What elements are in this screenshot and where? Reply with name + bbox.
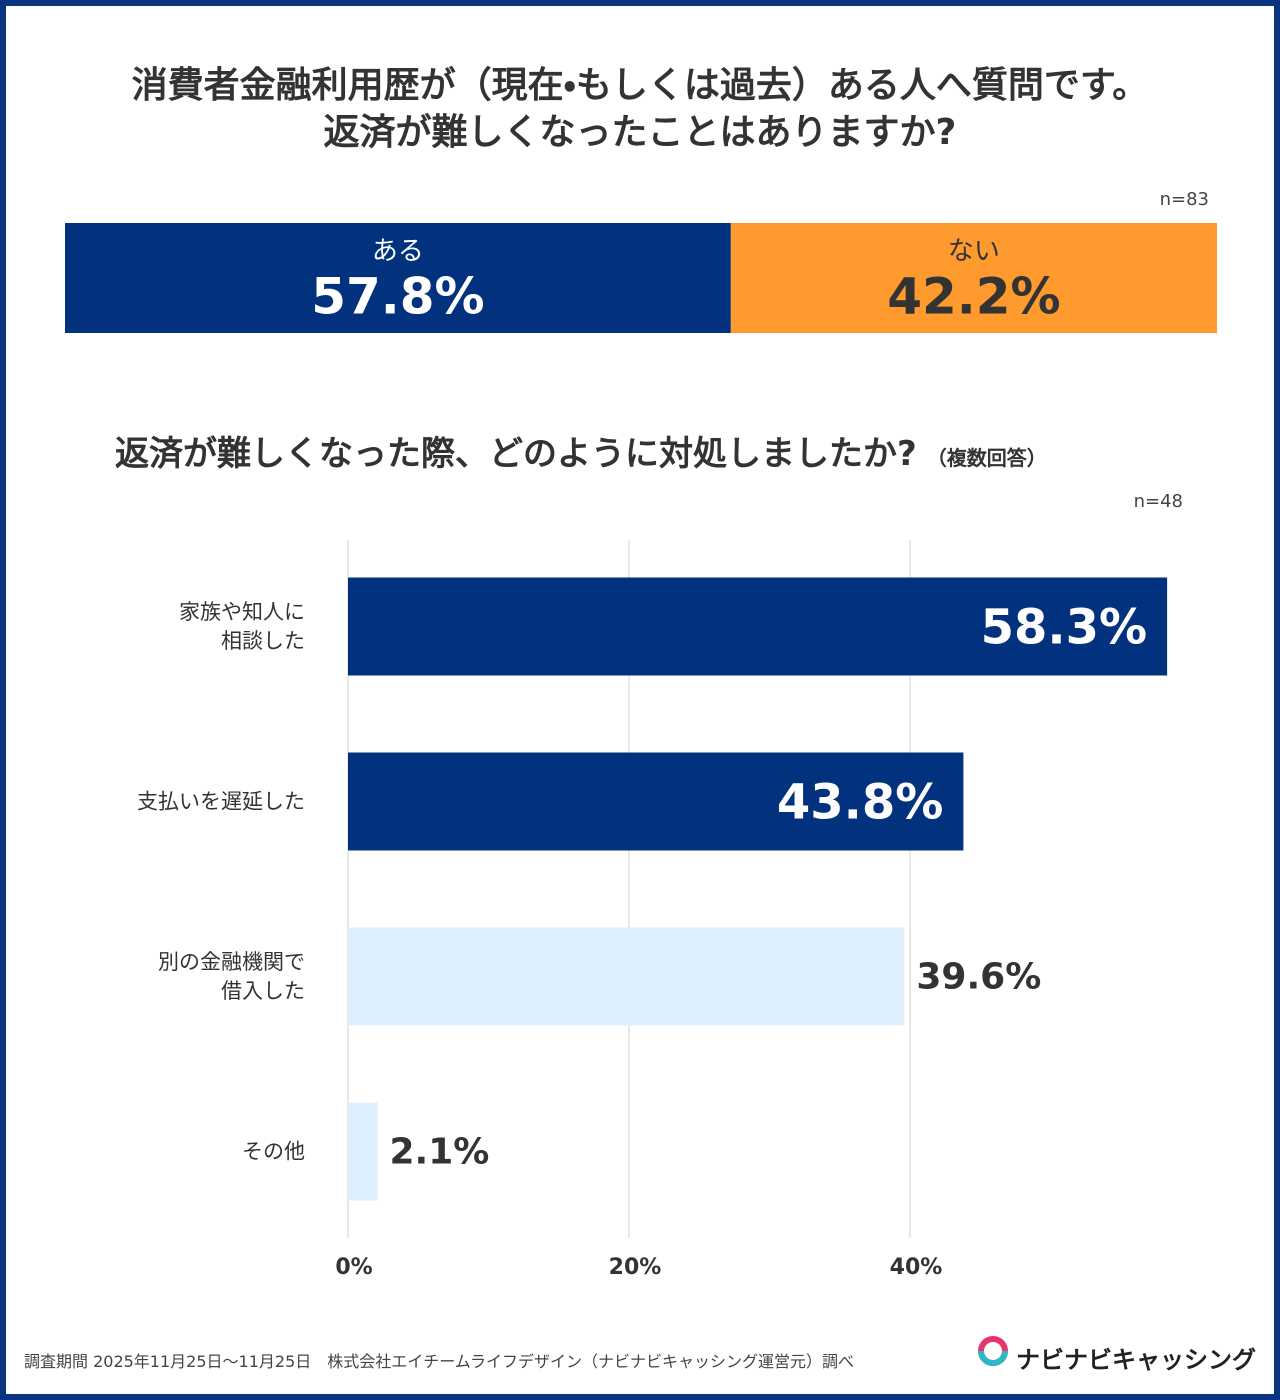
footer-note: 調査期間 2025年11月25日～11月25日 株式会社エイチームライフデザイン…	[24, 1352, 854, 1371]
logo-icon	[978, 1336, 1008, 1366]
bar-segment	[730, 223, 1217, 333]
logo-text: ナビナビキャッシング	[1016, 1346, 1256, 1374]
chart-subtitle: （複数回答）	[926, 446, 1047, 470]
bar	[348, 927, 905, 1026]
x-tick-label: 0%	[335, 1255, 372, 1280]
bar	[348, 577, 1168, 676]
x-tick-label: 20%	[609, 1255, 662, 1280]
value-label: 2.1%	[390, 1132, 490, 1173]
logo-ring-lower	[978, 1350, 1008, 1366]
bar-segment	[65, 223, 731, 333]
x-tick-label: 40%	[890, 1255, 943, 1280]
chart-title-row: 返済が難しくなった際、どのように対処しましたか? （複数回答）	[115, 426, 1047, 475]
y-tick-label: その他	[242, 1139, 305, 1163]
legend-label: ない	[948, 237, 1000, 267]
sample-size: n=48	[1134, 491, 1183, 512]
y-tick-label: 家族や知人に 相談した	[179, 599, 305, 653]
bar	[348, 1102, 378, 1201]
chart-title: 消費者金融利用歴が（現在・もしくは過去）ある人へ質問です。 返済が難しくなったこ…	[131, 65, 1149, 153]
chart-title: 返済が難しくなった際、どのように対処しましたか?	[115, 434, 917, 474]
y-tick-label: 別の金融機関で 借入した	[158, 949, 305, 1003]
sample-size: n=83	[1160, 189, 1209, 210]
y-tick-label: 支払いを遅延した	[137, 789, 305, 813]
value-label: 57.8%	[311, 268, 484, 326]
value-label: 39.6%	[916, 957, 1041, 998]
value-label: 58.3%	[981, 600, 1148, 656]
value-label: 42.2%	[887, 268, 1060, 326]
legend-label: ある	[372, 237, 424, 267]
value-label: 43.8%	[777, 775, 944, 831]
bar	[348, 752, 964, 851]
